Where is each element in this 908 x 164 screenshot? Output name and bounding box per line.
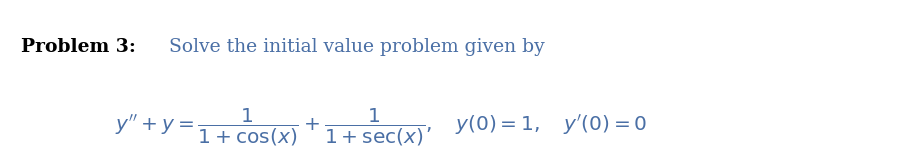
Text: Problem 3:: Problem 3: [21, 38, 136, 56]
Text: Solve the initial value problem given by: Solve the initial value problem given by [169, 38, 545, 56]
Text: $y'' + y = \dfrac{1}{1+\cos(x)} + \dfrac{1}{1+\sec(x)}, \quad y(0) = 1, \quad y': $y'' + y = \dfrac{1}{1+\cos(x)} + \dfrac… [115, 106, 647, 148]
